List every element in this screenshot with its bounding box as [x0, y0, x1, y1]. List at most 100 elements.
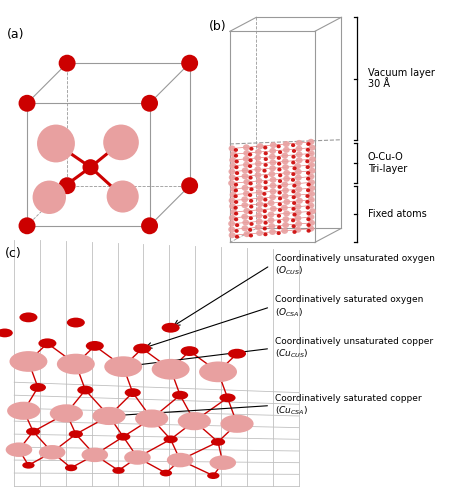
- Circle shape: [277, 191, 282, 195]
- Circle shape: [270, 142, 277, 148]
- Circle shape: [33, 181, 66, 214]
- Circle shape: [65, 465, 77, 471]
- Circle shape: [294, 180, 301, 187]
- Circle shape: [162, 323, 180, 333]
- Circle shape: [268, 200, 274, 206]
- Circle shape: [277, 226, 282, 229]
- Circle shape: [309, 145, 316, 151]
- Circle shape: [306, 223, 310, 227]
- Text: Coordinatively unsaturated oxygen
$(O_{CUS})$: Coordinatively unsaturated oxygen $(O_{C…: [275, 254, 435, 277]
- Circle shape: [291, 219, 295, 223]
- Circle shape: [248, 211, 253, 214]
- Circle shape: [263, 215, 267, 219]
- Circle shape: [152, 359, 190, 380]
- Circle shape: [305, 194, 310, 198]
- Circle shape: [292, 149, 296, 153]
- Circle shape: [241, 214, 248, 220]
- Circle shape: [207, 472, 219, 479]
- Circle shape: [264, 163, 268, 167]
- Circle shape: [210, 456, 236, 470]
- Circle shape: [181, 55, 198, 72]
- Circle shape: [234, 148, 238, 152]
- Circle shape: [249, 217, 253, 220]
- Circle shape: [278, 197, 282, 201]
- Circle shape: [234, 166, 238, 169]
- Circle shape: [243, 144, 250, 150]
- Circle shape: [263, 169, 267, 173]
- Circle shape: [269, 154, 276, 160]
- Circle shape: [268, 171, 275, 177]
- Circle shape: [38, 338, 56, 348]
- Circle shape: [228, 145, 236, 152]
- Circle shape: [124, 450, 151, 465]
- Circle shape: [220, 415, 254, 433]
- Circle shape: [292, 213, 297, 217]
- Circle shape: [234, 218, 238, 221]
- Circle shape: [308, 179, 315, 186]
- Circle shape: [243, 162, 250, 168]
- Circle shape: [255, 213, 263, 219]
- Circle shape: [268, 217, 274, 224]
- Text: (b): (b): [209, 19, 226, 32]
- Circle shape: [292, 190, 296, 194]
- Circle shape: [305, 160, 310, 163]
- Circle shape: [278, 150, 282, 154]
- Circle shape: [69, 430, 83, 438]
- Circle shape: [256, 143, 264, 149]
- Circle shape: [228, 349, 246, 359]
- Circle shape: [256, 207, 263, 213]
- Circle shape: [256, 219, 263, 225]
- Circle shape: [278, 203, 282, 206]
- Circle shape: [277, 156, 281, 160]
- Circle shape: [241, 202, 248, 208]
- Circle shape: [59, 55, 75, 72]
- Circle shape: [228, 221, 235, 227]
- Circle shape: [278, 179, 282, 183]
- Circle shape: [86, 341, 104, 351]
- Circle shape: [306, 142, 310, 146]
- Circle shape: [229, 192, 237, 198]
- Circle shape: [296, 157, 302, 163]
- Circle shape: [30, 383, 46, 392]
- Circle shape: [282, 153, 288, 159]
- Circle shape: [242, 173, 248, 179]
- Circle shape: [264, 152, 268, 155]
- Circle shape: [263, 204, 267, 207]
- Circle shape: [270, 206, 277, 212]
- Circle shape: [112, 467, 125, 474]
- Circle shape: [7, 402, 40, 420]
- Circle shape: [283, 216, 289, 222]
- Circle shape: [248, 159, 253, 162]
- Circle shape: [308, 197, 315, 203]
- Circle shape: [249, 205, 254, 209]
- Circle shape: [107, 181, 139, 213]
- Circle shape: [255, 161, 262, 167]
- Circle shape: [234, 200, 238, 204]
- Circle shape: [135, 410, 168, 428]
- Circle shape: [269, 148, 276, 154]
- Circle shape: [309, 156, 316, 162]
- Circle shape: [104, 356, 142, 377]
- Circle shape: [307, 229, 311, 233]
- Circle shape: [308, 191, 315, 197]
- Circle shape: [234, 189, 238, 192]
- Circle shape: [243, 191, 250, 197]
- Circle shape: [283, 147, 290, 153]
- Circle shape: [296, 198, 303, 204]
- Circle shape: [295, 209, 301, 216]
- Circle shape: [294, 163, 301, 169]
- Circle shape: [228, 232, 236, 238]
- Circle shape: [57, 354, 95, 374]
- Circle shape: [235, 177, 239, 181]
- Circle shape: [282, 182, 288, 188]
- Circle shape: [306, 177, 310, 181]
- Circle shape: [308, 174, 314, 180]
- Circle shape: [249, 147, 254, 151]
- Circle shape: [263, 233, 267, 236]
- Circle shape: [235, 235, 239, 239]
- Circle shape: [181, 177, 198, 194]
- Circle shape: [125, 388, 141, 397]
- Circle shape: [291, 143, 295, 147]
- Circle shape: [199, 361, 237, 382]
- Circle shape: [294, 227, 301, 233]
